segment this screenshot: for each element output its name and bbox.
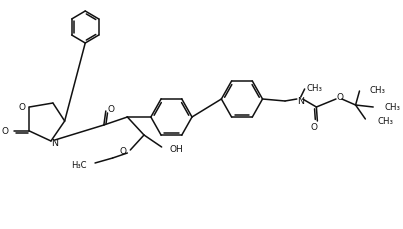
Text: O: O	[337, 92, 343, 101]
Text: OH: OH	[170, 145, 183, 154]
Text: N: N	[51, 138, 58, 147]
Text: N: N	[297, 96, 304, 105]
Text: CH₃: CH₃	[385, 103, 401, 112]
Text: O: O	[2, 127, 9, 136]
Text: CH₃: CH₃	[307, 83, 322, 92]
Text: H₃C: H₃C	[71, 160, 86, 169]
Text: O: O	[19, 103, 25, 112]
Text: O: O	[119, 147, 127, 156]
Text: CH₃: CH₃	[377, 117, 393, 126]
Text: CH₃: CH₃	[369, 85, 385, 94]
Text: O: O	[107, 104, 114, 113]
Text: O: O	[311, 122, 318, 131]
